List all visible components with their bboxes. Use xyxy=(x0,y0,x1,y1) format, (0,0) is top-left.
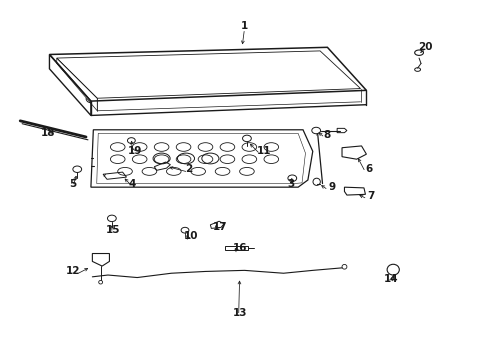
Text: 7: 7 xyxy=(367,191,374,201)
Text: 1: 1 xyxy=(241,21,247,31)
Text: 9: 9 xyxy=(328,182,335,192)
Ellipse shape xyxy=(341,265,346,269)
Polygon shape xyxy=(336,129,346,133)
Ellipse shape xyxy=(386,264,399,275)
Circle shape xyxy=(73,166,81,172)
Bar xyxy=(224,246,248,250)
Text: 16: 16 xyxy=(232,243,246,253)
Polygon shape xyxy=(92,253,109,266)
Text: 10: 10 xyxy=(183,231,198,240)
Text: 14: 14 xyxy=(383,274,397,284)
Circle shape xyxy=(107,215,116,222)
Text: 12: 12 xyxy=(65,266,80,276)
Text: 6: 6 xyxy=(365,164,372,174)
Circle shape xyxy=(242,135,251,141)
Polygon shape xyxy=(154,162,170,170)
Text: 3: 3 xyxy=(286,179,294,189)
Ellipse shape xyxy=(312,178,320,185)
Text: 17: 17 xyxy=(212,222,227,231)
Text: 8: 8 xyxy=(323,130,330,140)
Ellipse shape xyxy=(414,68,420,71)
Text: 19: 19 xyxy=(127,146,142,156)
Ellipse shape xyxy=(99,280,102,284)
Polygon shape xyxy=(210,221,224,228)
Polygon shape xyxy=(103,172,126,179)
Text: 5: 5 xyxy=(69,179,76,189)
Text: 20: 20 xyxy=(417,42,431,52)
Circle shape xyxy=(127,138,135,143)
Circle shape xyxy=(287,175,296,181)
Polygon shape xyxy=(344,187,365,195)
Text: 15: 15 xyxy=(105,225,120,235)
Text: 11: 11 xyxy=(256,146,271,156)
Text: 2: 2 xyxy=(184,164,192,174)
Circle shape xyxy=(181,227,188,233)
Text: 13: 13 xyxy=(232,308,246,318)
Circle shape xyxy=(311,127,320,134)
Text: 4: 4 xyxy=(128,179,136,189)
Ellipse shape xyxy=(414,50,423,55)
Polygon shape xyxy=(341,146,366,159)
Text: 18: 18 xyxy=(41,129,56,138)
